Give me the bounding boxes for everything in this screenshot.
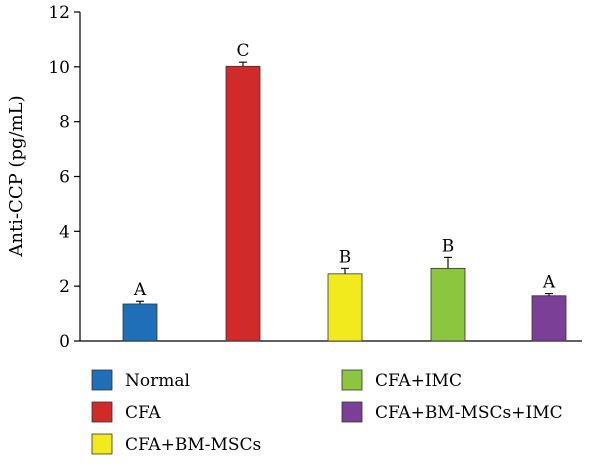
y-tick-label-3: 6 xyxy=(59,168,70,188)
significance-label-0: A xyxy=(133,280,147,300)
legend-swatch-4 xyxy=(341,401,363,423)
legend-label-2: CFA+BM-MSCs xyxy=(125,435,261,455)
y-tick-label-4: 8 xyxy=(59,113,70,133)
legend: Normal CFA CFA+BM-MSCs CFA+IMC CFA+BM-MSCs+I… xyxy=(91,369,563,455)
y-tick-label-0: 0 xyxy=(59,332,70,352)
significance-label-1: C xyxy=(236,41,249,61)
legend-swatch-3 xyxy=(341,369,363,391)
legend-label-3: CFA+IMC xyxy=(375,371,462,391)
bar-1 xyxy=(225,65,261,342)
significance-label-4: A xyxy=(542,273,556,293)
y-ticks: 0 2 4 6 8 10 12 xyxy=(48,3,80,352)
axes: Anti-CCP (pg/mL) xyxy=(6,12,582,342)
significance-labels: A C B B A xyxy=(133,41,556,300)
legend-label-1: CFA xyxy=(125,403,161,423)
y-tick-label-6: 12 xyxy=(48,3,70,23)
legend-swatch-1 xyxy=(91,401,113,423)
significance-label-2: B xyxy=(339,247,352,267)
legend-label-0: Normal xyxy=(125,371,190,391)
y-tick-label-2: 4 xyxy=(59,222,70,242)
error-bars xyxy=(136,61,553,304)
legend-label-4: CFA+BM-MSCs+IMC xyxy=(375,403,563,423)
bar-4 xyxy=(531,295,567,342)
y-tick-label-5: 10 xyxy=(48,58,70,78)
bars xyxy=(122,65,567,342)
bar-2 xyxy=(327,273,363,342)
y-tick-label-1: 2 xyxy=(59,277,70,297)
y-axis-title: Anti-CCP (pg/mL) xyxy=(6,95,27,257)
bar-3 xyxy=(430,267,466,342)
significance-label-3: B xyxy=(442,236,455,256)
legend-swatch-0 xyxy=(91,369,113,391)
legend-swatch-2 xyxy=(91,433,113,455)
bar-0 xyxy=(122,303,158,342)
